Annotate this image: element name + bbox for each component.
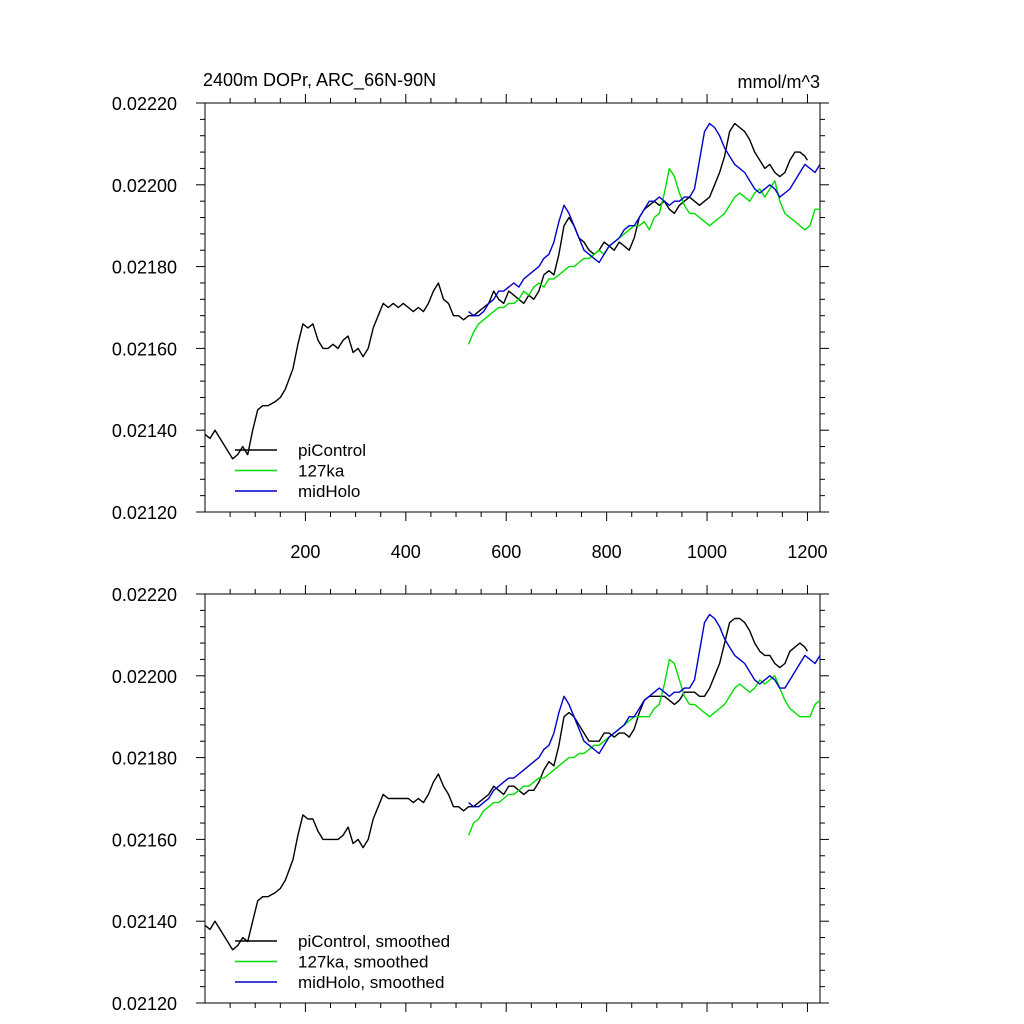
plot-frame [204, 593, 821, 1004]
y-tick-label: 0.02120 [112, 994, 177, 1014]
x-tick-label: 1000 [687, 542, 727, 562]
chart-panel-1: 2400m DOPr, ARC_66N-90N mmol/m^3 200 400 600… [112, 70, 829, 562]
y-tick-label: 0.02160 [112, 830, 177, 850]
legend-label: piControl [298, 441, 366, 460]
legend-label: 127ka [298, 462, 345, 481]
y-tick-label: 0.02180 [112, 258, 177, 278]
y-tick-label: 0.02220 [112, 585, 177, 605]
legend-label: midHolo [298, 482, 360, 501]
series-line-picontrol [204, 122, 808, 460]
y-tick-label: 0.02200 [112, 176, 177, 196]
series-line-127ka [467, 658, 821, 836]
plot-frame [204, 102, 821, 513]
y-tick-label: 0.02140 [112, 912, 177, 932]
chart-panel-2: 0.02120 0.02140 0.02160 0.02180 0.02200 0.022… [112, 585, 829, 1014]
units-label: mmol/m^3 [738, 72, 820, 92]
series-line-midholo [468, 122, 821, 317]
y-tick-label: 0.02220 [112, 94, 177, 114]
series-line-picontrol [204, 617, 808, 951]
y-tick-label: 0.02140 [112, 421, 177, 441]
x-tick-label: 200 [290, 542, 320, 562]
series-line-midholo [468, 613, 821, 808]
legend-label: midHolo, smoothed [298, 973, 444, 992]
x-tick-label: 800 [592, 542, 622, 562]
legend-label: 127ka, smoothed [298, 953, 428, 972]
legend-label: piControl, smoothed [298, 932, 450, 951]
x-tick-label: 400 [391, 542, 421, 562]
x-tick-label: 1200 [787, 542, 827, 562]
y-tick-label: 0.02120 [112, 503, 177, 523]
y-tick-label: 0.02200 [112, 667, 177, 687]
chart-title: 2400m DOPr, ARC_66N-90N [203, 70, 436, 91]
y-tick-label: 0.02160 [112, 339, 177, 359]
legend: piControl, smoothed 127ka, smoothedmidHol… [235, 932, 450, 992]
x-tick-label: 600 [491, 542, 521, 562]
y-tick-label: 0.02180 [112, 749, 177, 769]
